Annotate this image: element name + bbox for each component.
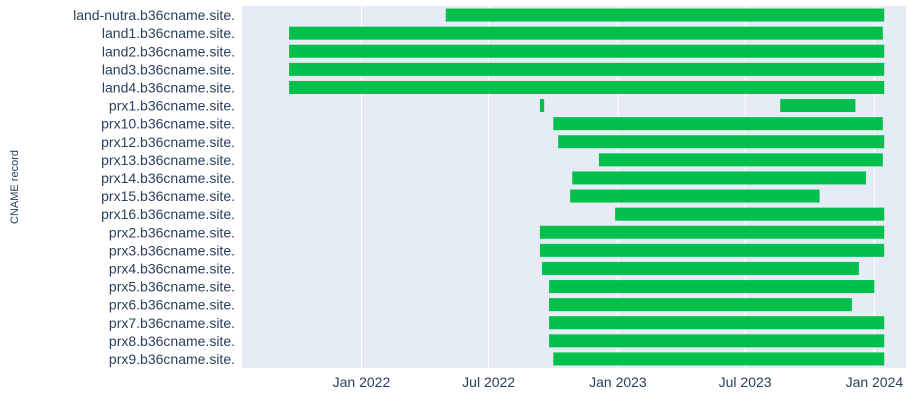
timeline-bar	[570, 189, 820, 203]
y-tick-label: prx3.b36cname.site.	[109, 242, 235, 258]
timeline-bar	[615, 207, 885, 221]
timeline-bar	[549, 298, 852, 312]
y-tick-label: prx15.b36cname.site.	[101, 188, 235, 204]
timeline-bar	[549, 334, 885, 348]
y-tick-label: prx5.b36cname.site.	[109, 279, 235, 295]
y-axis-title: CNAME record	[9, 150, 21, 224]
y-tick-label: prx13.b36cname.site.	[101, 152, 235, 168]
y-tick-label: land1.b36cname.site.	[102, 25, 235, 41]
timeline-bar	[553, 117, 883, 131]
timeline-bar	[549, 316, 885, 330]
y-tick-label: land-nutra.b36cname.site.	[73, 7, 235, 23]
y-tick-label: prx16.b36cname.site.	[101, 206, 235, 222]
y-tick-label: prx2.b36cname.site.	[109, 224, 235, 240]
plot-background	[242, 6, 906, 368]
y-tick-label: land4.b36cname.site.	[102, 79, 235, 95]
timeline-bar	[542, 261, 859, 275]
y-tick-label: prx7.b36cname.site.	[109, 315, 235, 331]
timeline-bar	[549, 280, 875, 294]
timeline-bar	[558, 135, 885, 149]
timeline-bar	[598, 153, 883, 167]
y-tick-label: land2.b36cname.site.	[102, 43, 235, 59]
y-tick-label: prx4.b36cname.site.	[109, 260, 235, 276]
timeline-bar	[289, 44, 885, 58]
y-tick-label: prx6.b36cname.site.	[109, 297, 235, 313]
x-tick-label: Jul 2023	[719, 374, 772, 390]
y-tick-label: land3.b36cname.site.	[102, 61, 235, 77]
y-tick-label: prx14.b36cname.site.	[101, 170, 235, 186]
timeline-bar	[445, 8, 885, 22]
y-tick-label: prx12.b36cname.site.	[101, 134, 235, 150]
timeline-bar	[572, 171, 866, 185]
x-tick-label: Jul 2022	[462, 374, 515, 390]
x-tick-label: Jan 2022	[333, 374, 391, 390]
y-tick-label: prx9.b36cname.site.	[109, 351, 235, 367]
x-tick-label: Jan 2024	[846, 374, 904, 390]
timeline-bar	[289, 62, 885, 76]
timeline-bar	[553, 352, 885, 366]
timeline-bar	[289, 80, 885, 94]
timeline-bar	[780, 99, 856, 113]
y-tick-label: prx1.b36cname.site.	[109, 98, 235, 114]
timeline-bar	[539, 99, 545, 113]
y-tick-label: prx8.b36cname.site.	[109, 333, 235, 349]
timeline-bar	[289, 26, 883, 40]
y-tick-label: prx10.b36cname.site.	[101, 116, 235, 132]
x-tick-label: Jan 2023	[589, 374, 647, 390]
timeline-bar	[539, 243, 885, 257]
timeline-bar	[539, 225, 885, 239]
